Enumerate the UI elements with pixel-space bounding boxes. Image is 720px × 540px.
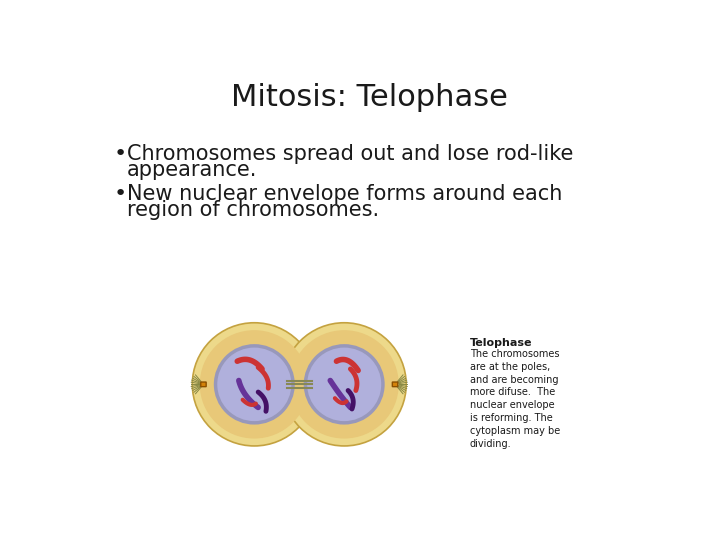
- Text: New nuclear envelope forms around each: New nuclear envelope forms around each: [127, 184, 562, 204]
- Text: The chromosomes
are at the poles,
and are becoming
more difuse.  The
nuclear env: The chromosomes are at the poles, and ar…: [469, 349, 560, 449]
- Circle shape: [192, 323, 316, 446]
- Circle shape: [289, 330, 399, 438]
- Circle shape: [305, 346, 383, 423]
- FancyBboxPatch shape: [201, 382, 206, 387]
- Text: •: •: [113, 144, 127, 164]
- Text: appearance.: appearance.: [127, 160, 258, 180]
- Text: region of chromosomes.: region of chromosomes.: [127, 200, 379, 220]
- Text: Telophase: Telophase: [469, 338, 532, 348]
- FancyBboxPatch shape: [392, 382, 397, 387]
- Text: Mitosis: Telophase: Mitosis: Telophase: [230, 83, 508, 112]
- Text: •: •: [113, 184, 127, 204]
- Circle shape: [215, 346, 293, 423]
- Circle shape: [199, 330, 309, 438]
- Text: Chromosomes spread out and lose rod-like: Chromosomes spread out and lose rod-like: [127, 144, 574, 164]
- Circle shape: [282, 323, 406, 446]
